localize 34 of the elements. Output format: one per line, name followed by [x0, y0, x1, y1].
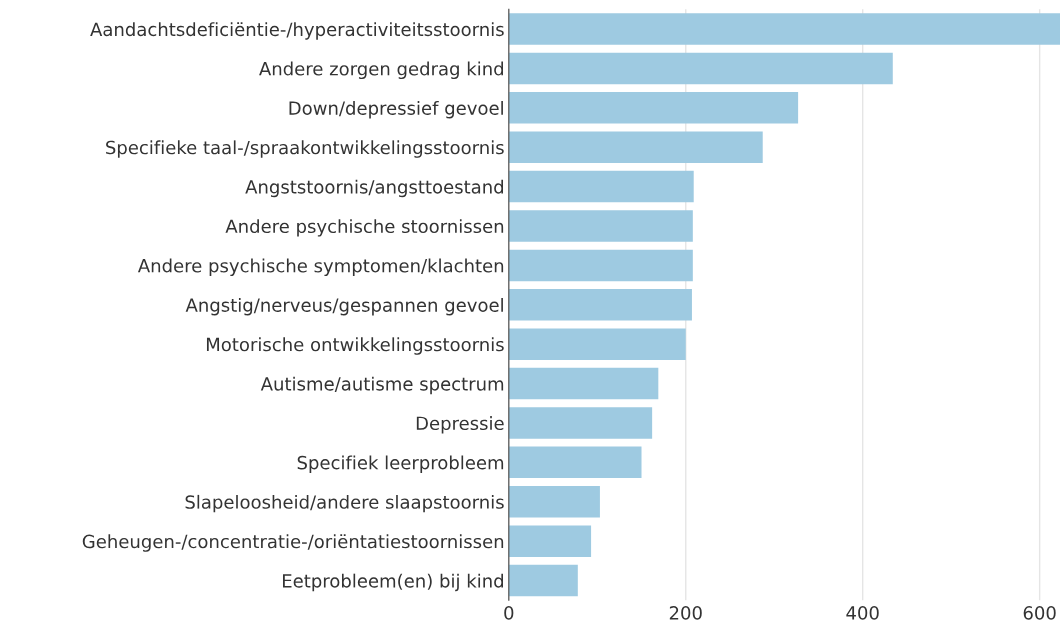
y-tick-label: Eetprobleem(en) bij kind [283, 573, 503, 592]
bar [508, 525, 592, 557]
y-tick-label: Andere psychische stoornissen [225, 219, 504, 237]
x-tick-label: 0 [504, 606, 514, 620]
y-tick-label: Down/depressief gevoel [289, 100, 503, 119]
bar [508, 52, 893, 85]
x-tick-label: 200 [669, 606, 702, 620]
y-tick-label: Specifiek leerprobleem [297, 455, 504, 473]
y-tick-label: Depressie [416, 416, 504, 434]
y-tick-label: Motorische ontwikkelingsstoornis [206, 337, 504, 355]
bar [508, 485, 600, 518]
bar [508, 131, 763, 163]
y-tick-label: Specifieke taal-/spraakontwikkelingsstoornis [106, 140, 504, 158]
bar [508, 249, 693, 282]
y-tick-label: Autisme/autisme spectrum [260, 376, 504, 395]
y-tick-label: Andere psychische symptomen/klachten [137, 258, 504, 276]
y-tick-label: Geheugen-/concentratie-/oriëntatiestoornissen [82, 534, 504, 552]
bar [508, 407, 653, 439]
x-tick-label: 400 [846, 606, 879, 620]
bar [508, 210, 693, 242]
y-tick-label: Slapeloosheid/andere slaapstoornis [185, 494, 504, 513]
y-tick-label: Angstig/nerveus/gespannen gevoel [185, 297, 503, 316]
bar [508, 328, 686, 360]
bar [508, 367, 659, 400]
bar [508, 92, 799, 124]
x-tick-label: 600 [1023, 606, 1056, 620]
bar [508, 446, 642, 479]
bar [508, 170, 694, 203]
y-tick-label: Aandachtsdeficiëntie-/hyperactiviteitsstoornis [90, 22, 504, 40]
bar [508, 13, 1060, 45]
y-tick-label: Angststoornis/angsttoestand [245, 179, 503, 198]
y-tick-label: Andere zorgen gedrag kind [259, 61, 503, 80]
bar [508, 564, 578, 597]
bar [508, 289, 692, 321]
